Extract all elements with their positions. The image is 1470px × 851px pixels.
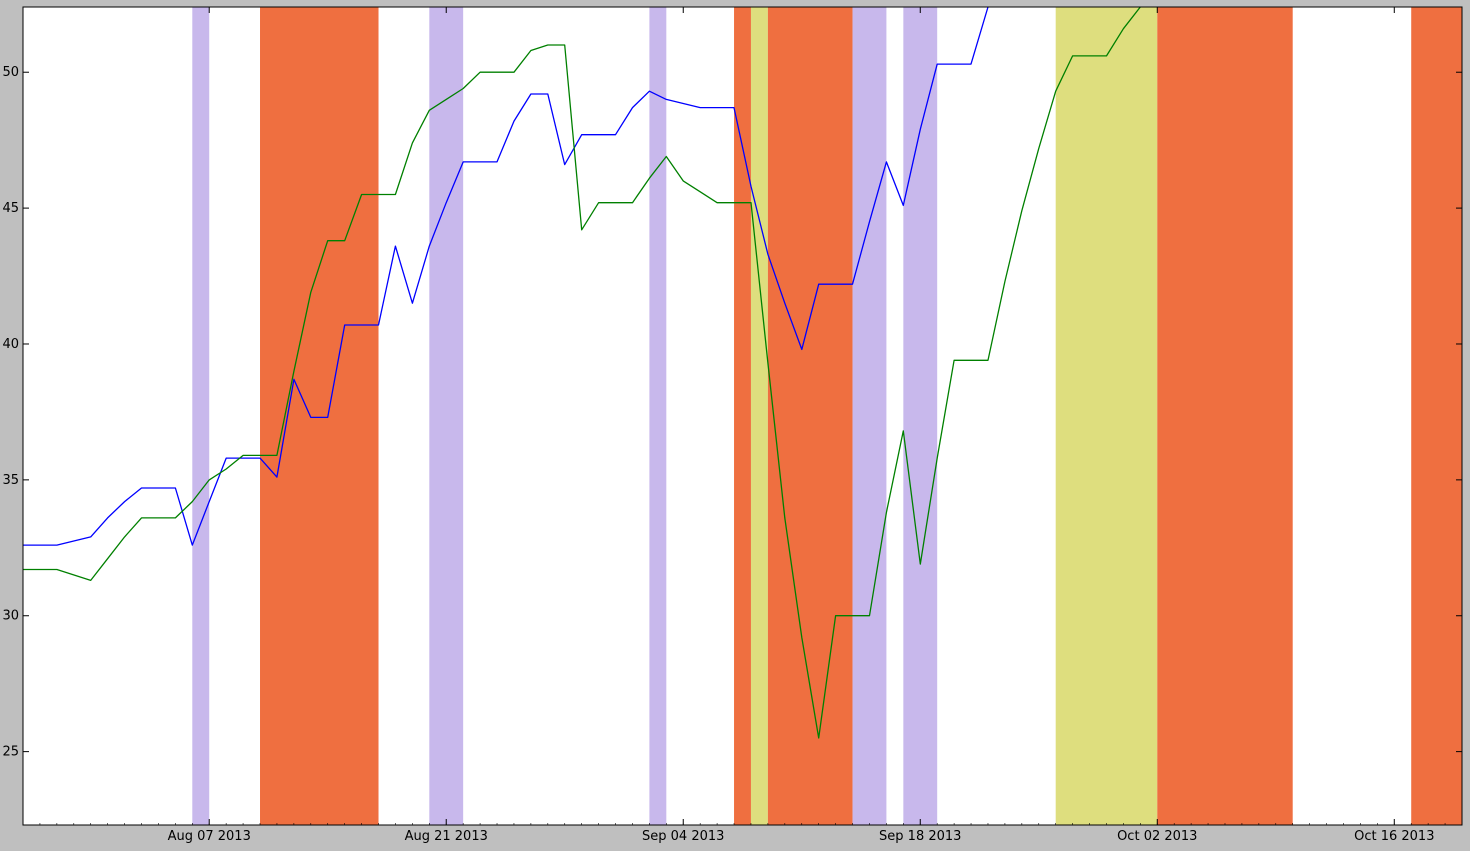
- x-tick-label: Oct 02 2013: [1117, 829, 1197, 844]
- band-orange: [734, 7, 751, 825]
- x-tick-label: Oct 16 2013: [1354, 829, 1434, 844]
- x-tick-label: Aug 07 2013: [168, 829, 251, 844]
- y-tick-label: 45: [2, 201, 19, 216]
- x-tick-label: Sep 04 2013: [642, 829, 724, 844]
- y-tick-label: 25: [2, 745, 19, 760]
- bands-group: [192, 7, 1462, 825]
- series-group: [23, 7, 1141, 739]
- band-orange: [767, 7, 853, 825]
- x-tick-label: Sep 18 2013: [879, 829, 961, 844]
- band-orange: [1157, 7, 1293, 825]
- band-yellow: [1055, 7, 1158, 825]
- band-purple: [649, 7, 667, 825]
- plot-frame: [22, 6, 1463, 826]
- x-tick-label: Aug 21 2013: [405, 829, 488, 844]
- band-purple: [852, 7, 887, 825]
- y-tick-label: 50: [2, 65, 19, 80]
- band-purple: [429, 7, 464, 825]
- band-orange: [260, 7, 379, 825]
- series-line-green: [23, 7, 1141, 739]
- band-orange: [1411, 7, 1462, 825]
- plot-area: 25 30 35 40 45 50 Aug 07 2013 Aug 21 2013 Sep 04…: [2, 6, 1463, 844]
- band-purple: [192, 7, 210, 825]
- y-tick-label: 30: [2, 609, 19, 624]
- band-yellow: [750, 7, 768, 825]
- y-tick-label: 35: [2, 473, 19, 488]
- y-tick-label: 40: [2, 337, 19, 352]
- band-purple: [903, 7, 938, 825]
- series-line-blue: [23, 7, 989, 546]
